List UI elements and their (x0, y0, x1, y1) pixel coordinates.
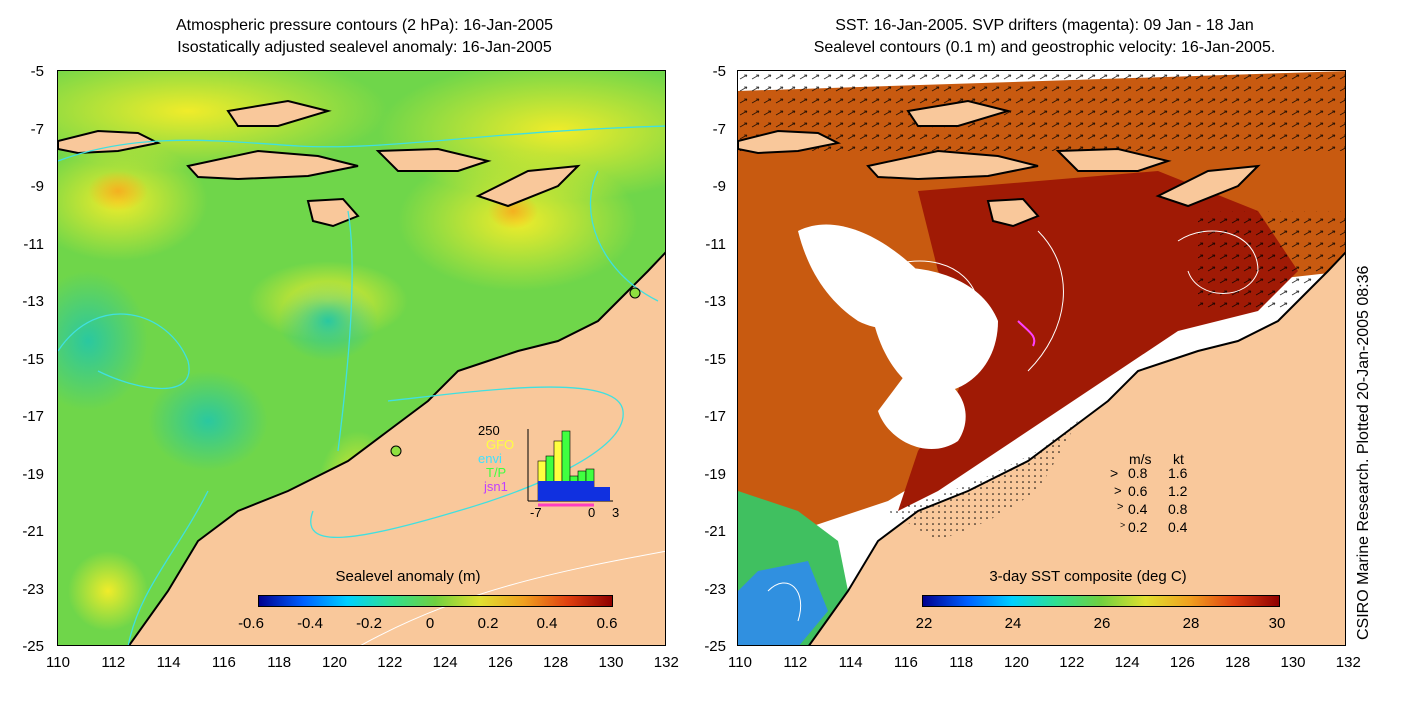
right-cb-tick: 22 (915, 615, 933, 632)
y-tick-label: -7 (30, 120, 44, 138)
y-tick-label: -5 (30, 63, 44, 80)
vector-legend-row: > 0.6 1.2 (1108, 483, 1228, 501)
vector-ms: 0.2 (1128, 519, 1148, 535)
x-tick-label: 130 (598, 654, 624, 671)
left-cb-tick: -0.2 (356, 615, 382, 632)
x-tick-label: 116 (893, 654, 918, 671)
x-tick-label: 120 (321, 654, 348, 671)
x-tick-label: 126 (1169, 654, 1195, 671)
x-tick-label: 126 (487, 654, 513, 671)
y-tick-label: -15 (704, 350, 726, 368)
vector-ms: 0.8 (1128, 465, 1148, 481)
vector-legend-row: > 0.4 0.8 (1108, 501, 1228, 519)
x-tick-label: 120 (1003, 654, 1030, 671)
y-tick-label: -11 (23, 235, 44, 253)
vector-legend-header-ms: m/s (1129, 451, 1152, 467)
sst-map[interactable]: m/s kt > 0.8 1.6 > 0.6 1.2 > 0.4 0.8 > 0… (737, 70, 1346, 646)
vector-kt: 1.2 (1168, 483, 1188, 499)
y-tick-label: -19 (22, 465, 44, 483)
sealevel-map-graphic (58, 71, 665, 645)
right-cb-tick: 28 (1182, 615, 1200, 632)
x-tick-label: 114 (156, 654, 181, 671)
y-tick-label: -5 (712, 63, 726, 80)
inset-series-tp: T/P (486, 465, 507, 480)
vector-ms: 0.6 (1128, 483, 1148, 499)
x-tick-label: 128 (1225, 654, 1251, 671)
y-tick-label: -11 (705, 235, 726, 253)
arrow-glyph-icon: > (1114, 483, 1122, 498)
x-tick-label: 110 (46, 654, 70, 671)
vector-kt: 1.6 (1168, 465, 1188, 481)
left-cb-tick: 0.2 (477, 615, 499, 632)
x-tick-label: 118 (949, 654, 974, 671)
arrow-glyph-icon: > (1120, 520, 1126, 530)
y-tick-label: -15 (22, 350, 44, 368)
y-tick-label: -19 (704, 465, 726, 483)
right-cb-tick: 24 (1004, 615, 1022, 632)
y-tick-label: -21 (704, 523, 726, 540)
y-tick-label: -23 (704, 580, 726, 598)
x-tick-label: 124 (1114, 654, 1140, 671)
left-cb-tick: 0 (425, 615, 435, 632)
x-tick-label: 114 (838, 654, 863, 671)
inset-xtick-3: 3 (612, 505, 620, 520)
y-tick-label: -23 (22, 580, 44, 598)
vector-kt: 0.4 (1168, 519, 1188, 535)
x-tick-label: 128 (543, 654, 569, 671)
x-tick-label: 132 (1335, 654, 1361, 671)
left-cb-tick: -0.6 (238, 615, 264, 632)
sealevel-anomaly-map[interactable]: 250 GFO envi T/P jsn1 -7 0 3 Sealevel an… (57, 70, 666, 646)
y-tick-label: -7 (712, 120, 726, 138)
arrow-glyph-icon: > (1117, 501, 1124, 513)
x-tick-label: 116 (211, 654, 236, 671)
vector-ms: 0.4 (1128, 501, 1148, 517)
x-tick-label: 124 (432, 654, 458, 671)
inset-xtick-1: -7 (530, 505, 542, 520)
y-tick-label: -13 (704, 293, 726, 310)
y-tick-label: -13 (22, 293, 44, 310)
vector-kt: 0.8 (1168, 501, 1188, 517)
arrow-glyph-icon: > (1110, 465, 1119, 481)
vector-legend-row: > 0.2 0.4 (1108, 519, 1228, 537)
y-tick-label: -9 (712, 178, 726, 195)
left-cb-tick: -0.4 (297, 615, 323, 632)
left-cb-tick: 0.6 (596, 615, 618, 632)
inset-top-value: 250 (478, 423, 500, 438)
x-tick-label: 118 (267, 654, 292, 671)
inset-series-envi: envi (478, 451, 502, 466)
right-colorbar-label: 3-day SST composite (deg C) (989, 568, 1187, 585)
y-tick-label: -9 (30, 178, 44, 195)
right-title-line2: Sealevel contours (0.1 m) and geostrophi… (813, 39, 1276, 56)
x-tick-label: 122 (1059, 654, 1085, 671)
inset-bars (527, 429, 613, 507)
vector-legend-row: > 0.8 1.6 (1108, 465, 1228, 483)
y-tick-label: -17 (704, 408, 726, 425)
y-tick-label: -25 (22, 638, 44, 655)
left-cb-tick: 0.4 (536, 615, 558, 632)
inset-series-jsn1: jsn1 (484, 479, 508, 494)
x-tick-label: 130 (1280, 654, 1306, 671)
y-tick-label: -17 (22, 408, 44, 425)
x-tick-label: 122 (377, 654, 403, 671)
left-title-line1: Atmospheric pressure contours (2 hPa): 1… (175, 17, 554, 34)
right-colorbar (922, 595, 1280, 607)
y-tick-label: -21 (22, 523, 44, 540)
inset-xtick-2: 0 (588, 505, 596, 520)
x-tick-label: 110 (728, 654, 752, 671)
right-cb-tick: 30 (1268, 615, 1286, 632)
left-colorbar-label: Sealevel anomaly (m) (335, 568, 481, 585)
inset-series-gfo: GFO (486, 437, 515, 452)
vector-legend-header-kt: kt (1173, 451, 1184, 467)
x-tick-label: 112 (101, 654, 126, 671)
credit-text: CSIRO Marine Research. Plotted 20-Jan-20… (1355, 265, 1372, 640)
left-title-line2: Isostatically adjusted sealevel anomaly:… (177, 39, 552, 56)
right-cb-tick: 26 (1093, 615, 1111, 632)
left-colorbar (258, 595, 613, 607)
right-title-line1: SST: 16-Jan-2005. SVP drifters (magenta)… (835, 17, 1254, 34)
satellite-pass-inset: 250 GFO envi T/P jsn1 -7 0 3 (478, 421, 628, 521)
sst-map-graphic (738, 71, 1345, 645)
x-tick-label: 132 (653, 654, 679, 671)
y-tick-label: -25 (704, 638, 726, 655)
x-tick-label: 112 (783, 654, 808, 671)
